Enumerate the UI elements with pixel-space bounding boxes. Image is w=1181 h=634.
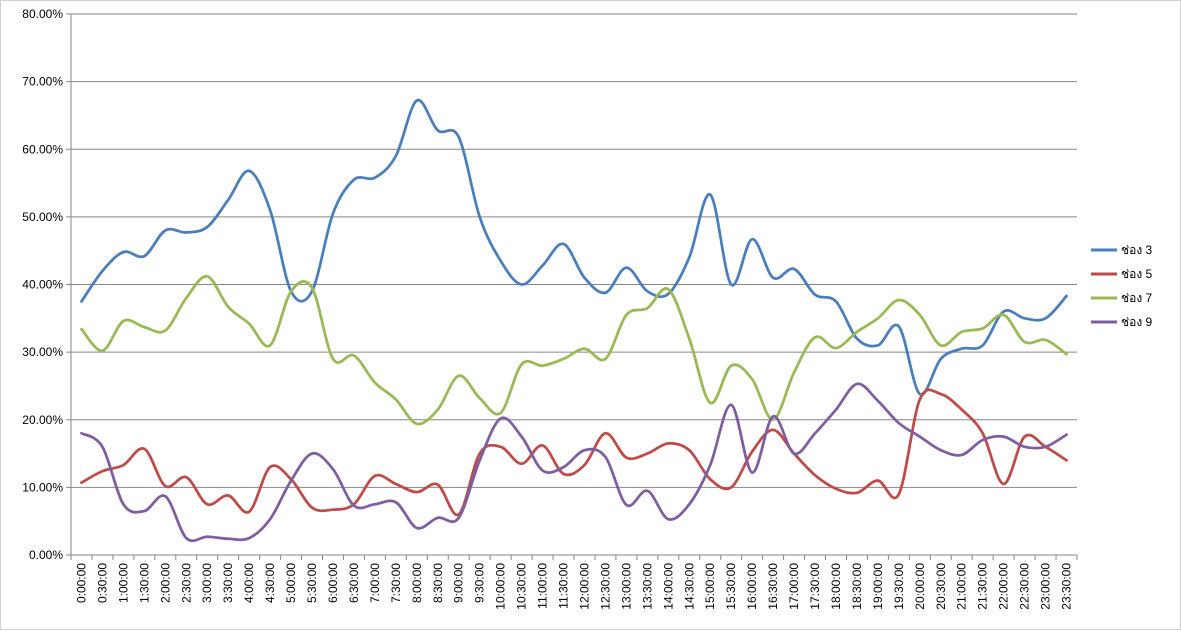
series-line-4 — [80, 382, 1068, 543]
y-tick-label: 80.00% — [22, 7, 63, 21]
x-tick-label: 18:00:00 — [829, 563, 843, 610]
x-tick-label: 17:30:00 — [808, 563, 822, 610]
x-tick-label: 5:00:00 — [284, 563, 298, 603]
x-tick-label: 15:30:00 — [724, 563, 738, 610]
y-tick-label: 0.00% — [29, 548, 63, 562]
y-tick-label: 30.00% — [22, 345, 63, 359]
x-tick-label: 2:30:00 — [179, 563, 193, 603]
series-lines — [80, 98, 1068, 543]
legend-label: ช่อง 7 — [1121, 291, 1153, 305]
x-tick-label: 6:00:00 — [326, 563, 340, 603]
x-tick-label: 1:00:00 — [116, 563, 130, 603]
x-tick-label: 5:30:00 — [305, 563, 319, 603]
x-tick-label: 22:00:00 — [997, 563, 1011, 610]
x-tick-label: 14:00:00 — [661, 563, 675, 610]
x-tick-label: 23:30:00 — [1060, 563, 1074, 610]
x-tick-label: 14:30:00 — [682, 563, 696, 610]
x-tick-label: 19:00:00 — [871, 563, 885, 610]
x-tick-label: 20:00:00 — [913, 563, 927, 610]
x-tick-label: 22:30:00 — [1018, 563, 1032, 610]
y-axis-ticks: 0.00% 10.00% 20.00% 30.00% 40.00% 50.00% 60.00… — [22, 7, 71, 562]
series-line-3 — [80, 275, 1068, 426]
x-tick-label: 13:30:00 — [640, 563, 654, 610]
series-line-2 — [80, 388, 1068, 517]
x-tick-label: 12:00:00 — [577, 563, 591, 610]
x-tick-label: 17:00:00 — [787, 563, 801, 610]
x-tick-label: 21:00:00 — [955, 563, 969, 610]
x-tick-label: 11:00:00 — [536, 563, 550, 609]
x-tick-label: 8:00:00 — [410, 563, 424, 603]
y-tick-label: 70.00% — [22, 75, 63, 89]
x-tick-label: 8:30:00 — [431, 563, 445, 603]
gridlines — [71, 13, 1077, 488]
legend: ช่อง 3 ช่อง 5 ช่อง 7 ช่อง 9 — [1091, 243, 1153, 329]
x-tick-label: 7:00:00 — [368, 563, 382, 603]
y-tick-label: 20.00% — [22, 413, 63, 427]
x-axis-ticks: 0:00:00 0:30:00 1:00:00 1:30:00 2:00:00 2:30:… — [70, 555, 1078, 610]
x-tick-label: 2:00:00 — [158, 563, 172, 603]
y-tick-label: 60.00% — [22, 142, 63, 156]
x-tick-label: 4:00:00 — [242, 563, 256, 603]
legend-label: ช่อง 5 — [1121, 267, 1153, 281]
legend-label: ช่อง 9 — [1121, 315, 1153, 329]
x-tick-label: 18:30:00 — [850, 563, 864, 610]
x-tick-label: 9:00:00 — [452, 563, 466, 603]
x-tick-label: 0:00:00 — [74, 563, 88, 603]
legend-label: ช่อง 3 — [1121, 243, 1153, 257]
x-tick-label: 16:30:00 — [766, 563, 780, 610]
x-tick-label: 9:30:00 — [473, 563, 487, 603]
x-tick-label: 3:30:00 — [221, 563, 235, 603]
x-tick-label: 10:30:00 — [515, 563, 529, 610]
x-tick-label: 0:30:00 — [95, 563, 109, 603]
x-tick-label: 4:30:00 — [263, 563, 277, 603]
series-line-1 — [80, 98, 1068, 396]
x-tick-label: 13:00:00 — [619, 563, 633, 610]
x-tick-label: 6:30:00 — [347, 563, 361, 603]
x-tick-label: 3:00:00 — [200, 563, 214, 603]
y-tick-label: 10.00% — [22, 480, 63, 494]
x-tick-label: 15:00:00 — [703, 563, 717, 610]
x-tick-label: 20:30:00 — [934, 563, 948, 610]
x-tick-label: 16:00:00 — [745, 563, 759, 610]
y-tick-label: 50.00% — [22, 210, 63, 224]
x-tick-label: 19:30:00 — [892, 563, 906, 610]
x-tick-label: 12:30:00 — [598, 563, 612, 610]
x-tick-label: 10:00:00 — [494, 563, 508, 610]
x-tick-label: 11:30:00 — [557, 563, 571, 609]
x-tick-label: 1:30:00 — [137, 563, 151, 603]
x-tick-label: 21:30:00 — [976, 563, 990, 610]
y-tick-label: 40.00% — [22, 278, 63, 292]
x-tick-label: 7:30:00 — [389, 563, 403, 603]
x-tick-label: 23:00:00 — [1039, 563, 1053, 610]
